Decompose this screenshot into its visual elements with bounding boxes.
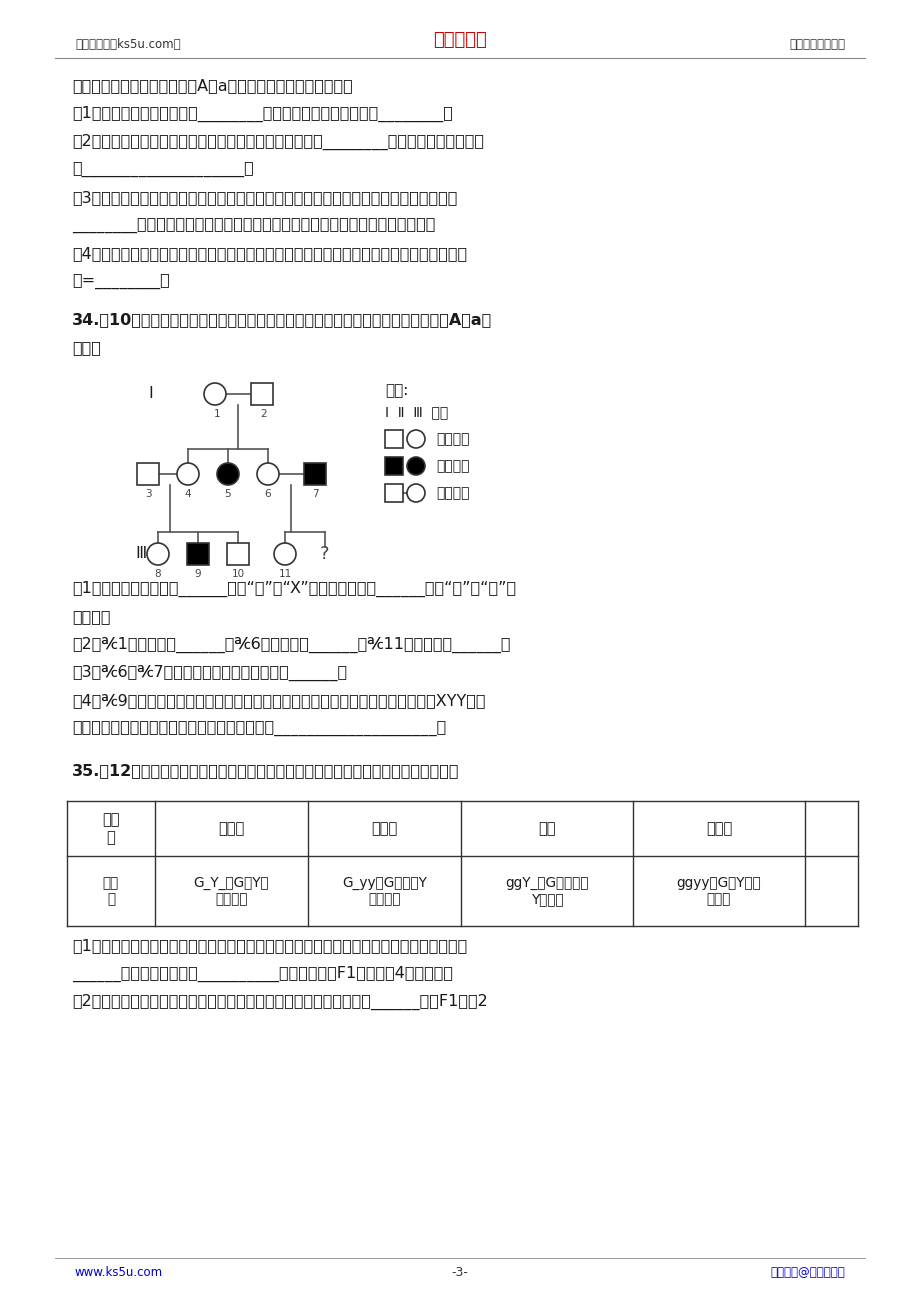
Text: 表现
型: 表现 型 <box>102 812 119 845</box>
Text: G_Y_（G和Y同
时存在）: G_Y_（G和Y同 时存在） <box>194 876 269 906</box>
Text: （1）豚鼠毛色的显性性状是________，黑色亲本豚鼠的基因型是________。: （1）豚鼠毛色的显性性状是________，黑色亲本豚鼠的基因型是_______… <box>72 105 452 122</box>
Circle shape <box>406 457 425 475</box>
Text: 图示:: 图示: <box>384 383 408 398</box>
Text: Ⅲ: Ⅲ <box>135 547 146 561</box>
Circle shape <box>204 383 226 405</box>
Text: ggY_（G不存在，
Y存在）: ggY_（G不存在， Y存在） <box>505 876 588 906</box>
Text: 高考资源网（ks5u.com）: 高考资源网（ks5u.com） <box>75 39 180 52</box>
Text: 相关基因位于常染色体上，用A、a表示。请分析回答下列问题：: 相关基因位于常染色体上，用A、a表示。请分析回答下列问题： <box>72 78 352 92</box>
Circle shape <box>406 484 425 503</box>
Text: ?: ? <box>320 546 329 562</box>
Text: （3）欲测定子代某个黑色豚鼠是纯合子还是杂合子，可让它与白色豚鼠杂交，若后代出现: （3）欲测定子代某个黑色豚鼠是纯合子还是杂合子，可让它与白色豚鼠杂交，若后代出现 <box>72 190 457 204</box>
Text: 35.（12分）茶树叶片的颜色与基因型之间的对应关系如下表。请据图回答下面问题：: 35.（12分）茶树叶片的颜色与基因型之间的对应关系如下表。请据图回答下面问题： <box>72 763 459 779</box>
Text: 基因
型: 基因 型 <box>103 876 119 906</box>
Text: -3-: -3- <box>451 1266 468 1279</box>
Text: 正常男女: 正常男女 <box>436 432 469 447</box>
Text: ggyy（G、Y均不
存在）: ggyy（G、Y均不 存在） <box>675 876 761 906</box>
Text: 示）。: 示）。 <box>72 340 101 355</box>
Text: 是____________________。: 是____________________。 <box>72 161 254 177</box>
Text: 2: 2 <box>260 409 267 419</box>
Circle shape <box>256 464 278 486</box>
Text: 减数分裂的过程分析产生这种罕见病的原因是：____________________。: 减数分裂的过程分析产生这种罕见病的原因是：___________________… <box>72 721 446 736</box>
Text: （4）℀9除了患白化病外还患一种罕见病，经检查发现其体细胞中性染色体组成是XYY，从: （4）℀9除了患白化病外还患一种罕见病，经检查发现其体细胞中性染色体组成是XYY… <box>72 693 485 708</box>
Bar <box>384 430 403 448</box>
Text: 黄叶: 黄叶 <box>538 822 555 836</box>
Text: 高考资源网: 高考资源网 <box>433 31 486 49</box>
Text: ________色，可认定该黑色豚鼠为杂合子；否则，该黑色豚鼠很可能是纯合子。: ________色，可认定该黑色豚鼠为杂合子；否则，该黑色豚鼠很可能是纯合子。 <box>72 217 435 233</box>
Text: 色=________。: 色=________。 <box>72 273 170 289</box>
Text: （1）已知决定茶树叶片颜色的两对等位基因位于两对同源染色体上。黄绿叶茶树的基因型有: （1）已知决定茶树叶片颜色的两对等位基因位于两对同源染色体上。黄绿叶茶树的基因型… <box>72 937 467 953</box>
Text: 患病男女: 患病男女 <box>436 460 469 473</box>
Text: 淡绿叶: 淡绿叶 <box>705 822 732 836</box>
Text: 10: 10 <box>232 569 244 579</box>
Text: （1）白化病的基因位于______（填“常”或“X”）染色体上，是______（填“显”或“隐”）: （1）白化病的基因位于______（填“常”或“X”）染色体上，是______（… <box>72 581 516 598</box>
Bar <box>384 484 403 503</box>
Text: （4）若让子代中所有黑色豚鼠和白色豚鼠交配，预计下一代中豚鼠毛色的比例是：黑色：白: （4）若让子代中所有黑色豚鼠和白色豚鼠交配，预计下一代中豚鼠毛色的比例是：黑色：… <box>72 246 467 260</box>
Text: 4: 4 <box>185 490 191 499</box>
Text: 您身边的高考专家: 您身边的高考专家 <box>789 39 844 52</box>
Circle shape <box>406 430 425 448</box>
Text: （2）黑色豚鼠杂交后出现白色豚鼠的现象在遗传学上称为________，产生这种现象的原因: （2）黑色豚鼠杂交后出现白色豚鼠的现象在遗传学上称为________，产生这种现… <box>72 134 483 150</box>
Text: 34.（10分）下列为某家族白化病的遗传系谱图，请据图回答下列问题（相关基因用A、a表: 34.（10分）下列为某家族白化病的遗传系谱图，请据图回答下列问题（相关基因用A… <box>72 312 492 327</box>
Text: 5: 5 <box>224 490 231 499</box>
Text: 7: 7 <box>312 490 318 499</box>
Text: Ⅰ: Ⅰ <box>148 387 153 401</box>
Bar <box>137 464 159 486</box>
Text: Ⅱ: Ⅱ <box>135 466 142 482</box>
Text: 3: 3 <box>144 490 151 499</box>
Text: 版权所有@高考资源网: 版权所有@高考资源网 <box>769 1266 844 1279</box>
Text: （2）现以浓绿叶茶树与黄叶茶树为亲本进行杂交，若亲本的基因型为______，则F1只有2: （2）现以浓绿叶茶树与黄叶茶树为亲本进行杂交，若亲本的基因型为______，则F… <box>72 993 487 1010</box>
Text: G_yy（G存在，Y
不存在）: G_yy（G存在，Y 不存在） <box>342 876 426 906</box>
Bar <box>303 464 325 486</box>
Circle shape <box>274 543 296 565</box>
Text: （3）℀6和℀7若再生第二胎，患病的概率为______。: （3）℀6和℀7若再生第二胎，患病的概率为______。 <box>72 665 346 681</box>
Text: 6: 6 <box>265 490 271 499</box>
Text: 9: 9 <box>195 569 201 579</box>
Text: 浓绿叶: 浓绿叶 <box>371 822 397 836</box>
Text: 11: 11 <box>278 569 291 579</box>
Text: 性基因。: 性基因。 <box>72 609 110 624</box>
Text: 1: 1 <box>213 409 220 419</box>
Text: Ⅰ  Ⅱ  Ⅲ  世代: Ⅰ Ⅱ Ⅲ 世代 <box>384 405 448 419</box>
Circle shape <box>147 543 169 565</box>
Text: （2）℀1的基因型是______，℀6的基因型是______，℀11的基因型是______。: （2）℀1的基因型是______，℀6的基因型是______，℀11的基因型是_… <box>72 637 510 654</box>
Text: www.ks5u.com: www.ks5u.com <box>75 1266 163 1279</box>
Text: ______种，其中基因型为__________的植株自交，F1将出现。4种表现型。: ______种，其中基因型为__________的植株自交，F1将出现。4种表现… <box>72 966 452 982</box>
Bar <box>251 383 273 405</box>
Circle shape <box>176 464 199 486</box>
Text: 8: 8 <box>154 569 161 579</box>
Bar <box>187 543 209 565</box>
Circle shape <box>217 464 239 486</box>
Text: 黄绿叶: 黄绿叶 <box>218 822 244 836</box>
Bar <box>384 457 403 475</box>
Text: 婚配生育: 婚配生育 <box>436 486 469 500</box>
Bar <box>227 543 249 565</box>
